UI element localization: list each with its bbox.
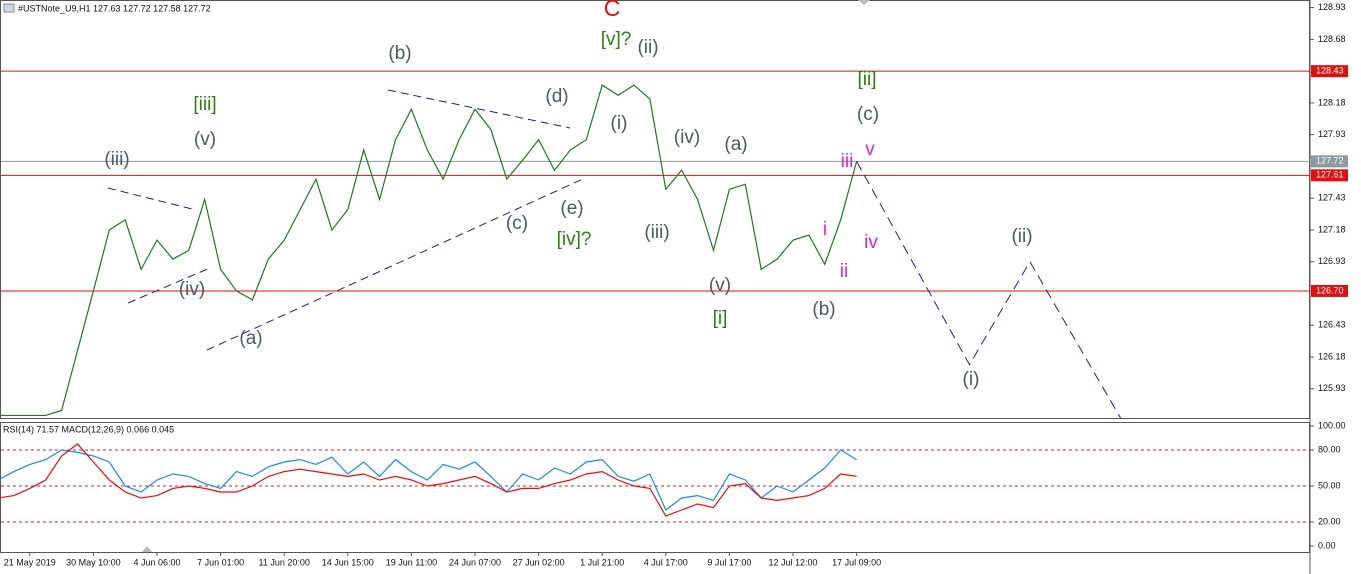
wave-label: (i)	[611, 113, 628, 134]
x-tick-label: 17 Jul 09:00	[832, 557, 881, 567]
y-tick-label: 50.00	[1318, 480, 1341, 490]
y-tick-label: 128.68	[1318, 34, 1346, 44]
wave-label: (v)	[194, 129, 216, 150]
wave-label: (ii)	[637, 37, 658, 58]
y-tick-label: 128.18	[1318, 97, 1346, 107]
wave-label: v	[865, 139, 875, 160]
x-tick-label: 4 Jun 06:00	[133, 557, 180, 567]
wave-label: (iii)	[644, 222, 669, 243]
wave-label: i	[823, 219, 827, 240]
y-tick-label: 80.00	[1318, 444, 1341, 454]
wave-label: (iv)	[179, 279, 205, 300]
y-tick-label: 127.93	[1318, 129, 1346, 139]
x-tick-label: 19 Jun 11:00	[386, 557, 437, 567]
level-box	[1311, 155, 1348, 168]
price-line	[0, 443, 857, 517]
level-label: 128.43	[1316, 66, 1344, 76]
y-tick-label: 127.43	[1318, 193, 1346, 203]
price-line	[0, 84, 858, 417]
wave-label: C	[604, 0, 621, 21]
trendline	[107, 187, 197, 211]
x-tick-label: 27 Jun 02:00	[513, 557, 565, 567]
projection-line	[856, 161, 1121, 419]
price-line	[0, 449, 857, 511]
wave-label: (ii)	[1011, 226, 1032, 247]
wave-label: (iii)	[104, 149, 129, 170]
y-tick-label: 125.93	[1318, 383, 1346, 393]
wave-label: (b)	[388, 43, 411, 64]
y-tick-label: 0.00	[1318, 540, 1336, 550]
wave-label: (e)	[560, 198, 583, 219]
x-tick-label: 9 Jul 17:00	[707, 557, 751, 567]
x-tick-label: 21 May 2019	[4, 557, 56, 567]
trendline	[206, 177, 586, 351]
x-tick-label: 4 Jul 17:00	[644, 557, 688, 567]
wave-label: (d)	[545, 86, 568, 107]
trendline	[387, 89, 571, 129]
wave-label: [iii]	[193, 94, 216, 115]
wave-label: iii	[841, 151, 854, 172]
wave-label: (c)	[506, 213, 528, 234]
y-tick-label: 100.00	[1318, 420, 1346, 430]
x-tick-label: 30 May 10:00	[66, 557, 121, 567]
wave-label: (b)	[812, 299, 835, 320]
chart-title: #USTNote_U9,H1 127.63 127.72 127.58 127.…	[18, 3, 211, 13]
y-tick-label: 127.18	[1318, 224, 1346, 234]
marker	[142, 546, 152, 552]
wave-label: [i]	[713, 308, 728, 329]
x-tick-label: 12 Jul 12:00	[768, 557, 817, 567]
y-tick-label: 126.43	[1318, 320, 1346, 330]
marker	[858, 0, 870, 5]
wave-label: [iv]?	[557, 229, 592, 250]
x-tick-label: 1 Jul 21:00	[580, 557, 624, 567]
wave-label: (v)	[709, 275, 731, 296]
level-label: 127.72	[1316, 156, 1344, 166]
y-tick-label: 128.93	[1318, 2, 1346, 12]
wave-label: (a)	[239, 328, 262, 349]
y-tick-label: 126.93	[1318, 256, 1346, 266]
level-box	[1311, 169, 1348, 182]
indicator-title: RSI(14) 71.57 MACD(12,26,9) 0.066 0.045	[3, 424, 174, 434]
wave-label: (c)	[857, 104, 879, 125]
level-label: 127.61	[1316, 170, 1344, 180]
wave-label: (a)	[724, 134, 747, 155]
symbol-icon	[3, 3, 15, 13]
wave-label: [ii]	[858, 69, 877, 90]
wave-label: (iv)	[674, 127, 700, 148]
y-tick-label: 20.00	[1318, 516, 1341, 526]
main-panel	[0, 0, 1310, 419]
trendline	[127, 267, 211, 304]
x-tick-label: 7 Jun 01:00	[197, 557, 244, 567]
wave-label: (i)	[963, 369, 980, 390]
trendlines	[107, 89, 586, 351]
x-tick-label: 24 Jun 07:00	[449, 557, 501, 567]
x-tick-label: 11 Jun 20:00	[259, 557, 310, 567]
level-box	[1311, 284, 1348, 297]
x-tick-label: 14 Jun 15:00	[322, 557, 374, 567]
y-tick-label: 126.18	[1318, 351, 1346, 361]
wave-label: ii	[840, 261, 848, 282]
level-box	[1311, 65, 1348, 78]
wave-label: iv	[864, 232, 878, 253]
wave-label: [v]?	[601, 29, 632, 50]
level-label: 126.70	[1316, 285, 1344, 295]
